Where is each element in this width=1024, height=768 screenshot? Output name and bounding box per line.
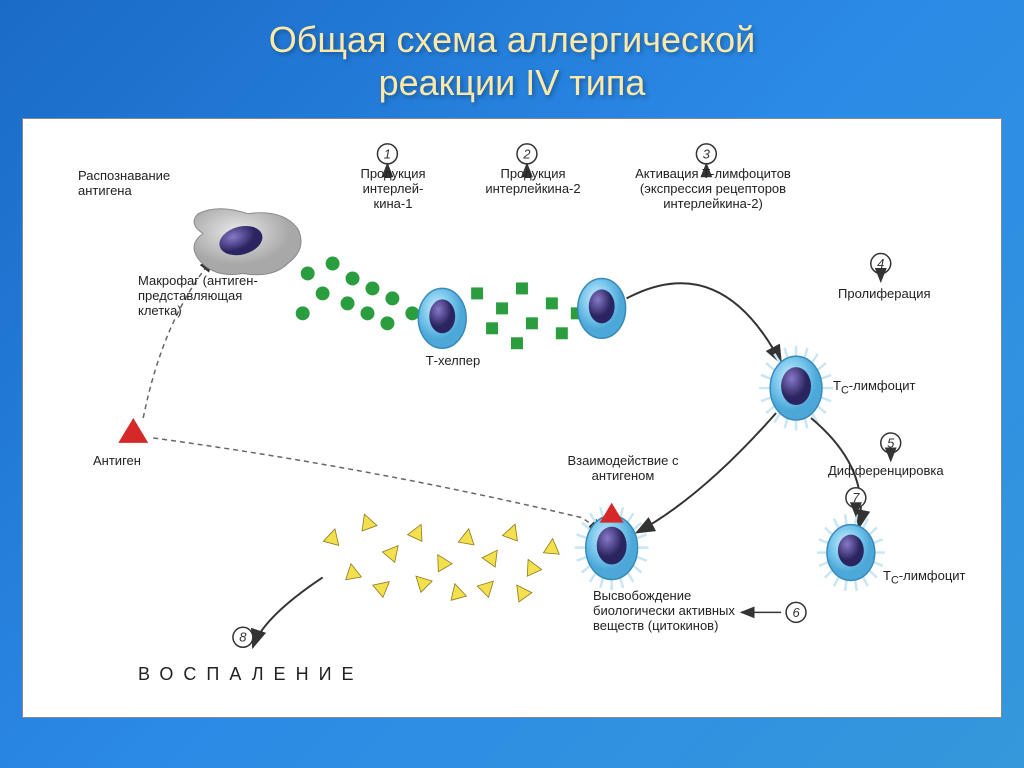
tc-active-cell: [575, 503, 649, 590]
arrow-antigen-interaction: [153, 438, 602, 533]
label-macrophage: Макрофаг (антиген-представляющая клетка): [138, 274, 268, 319]
svg-text:8: 8: [239, 630, 247, 645]
label-tc1: ТС-лимфоцит: [833, 379, 943, 397]
svg-text:4: 4: [877, 256, 884, 271]
label-interaction: Взаимодействие с антигеном: [558, 454, 688, 484]
label-antigen: Антиген: [93, 454, 173, 469]
svg-text:7: 7: [852, 491, 860, 506]
il1-dots: [296, 257, 420, 331]
macrophage-cell: [194, 209, 301, 275]
label-tc2: ТС-лимфоцит: [883, 569, 993, 587]
label-release: Высвобождение биологически активных веще…: [593, 589, 743, 634]
arrow-proliferation: [627, 284, 781, 364]
il2-squares: [471, 283, 583, 350]
thelper-cell-2: [578, 279, 626, 339]
diagram-svg: 1 2 3 4 5 6 7 8: [23, 119, 1001, 717]
arrow-inflammation: [253, 578, 323, 648]
tc-lymphocyte-2: [817, 515, 885, 592]
antigen-on-cell-icon: [600, 503, 624, 523]
svg-text:1: 1: [384, 147, 391, 162]
label-step5: Дифференцировка: [828, 464, 968, 479]
label-inflammation: ВОСПАЛЕНИЕ: [138, 664, 364, 685]
label-antigen-recognition: Распознавание антигена: [78, 169, 198, 199]
label-step2: Продукция интерлейкина-2: [483, 167, 583, 197]
thelper-cell-1: [418, 289, 466, 349]
slide-title: Общая схема аллергической реакции IV тип…: [0, 0, 1024, 118]
cytokines: [323, 512, 560, 602]
svg-text:3: 3: [703, 147, 711, 162]
label-step1: Продукция интерлей-кина-1: [353, 167, 433, 212]
svg-text:5: 5: [887, 436, 895, 451]
diagram-area: 1 2 3 4 5 6 7 8 Распознавание антигена Макрофаг…: [22, 118, 1002, 718]
tc-lymphocyte-1: [759, 346, 833, 431]
label-thelper: Т-хелпер: [418, 354, 488, 369]
svg-text:2: 2: [522, 147, 530, 162]
antigen-icon: [118, 418, 148, 443]
label-step3: Активация Т-лимфоцитов (экспрессия рецеп…: [623, 167, 803, 212]
label-step4: Пролиферация: [838, 287, 948, 302]
svg-text:6: 6: [792, 605, 800, 620]
